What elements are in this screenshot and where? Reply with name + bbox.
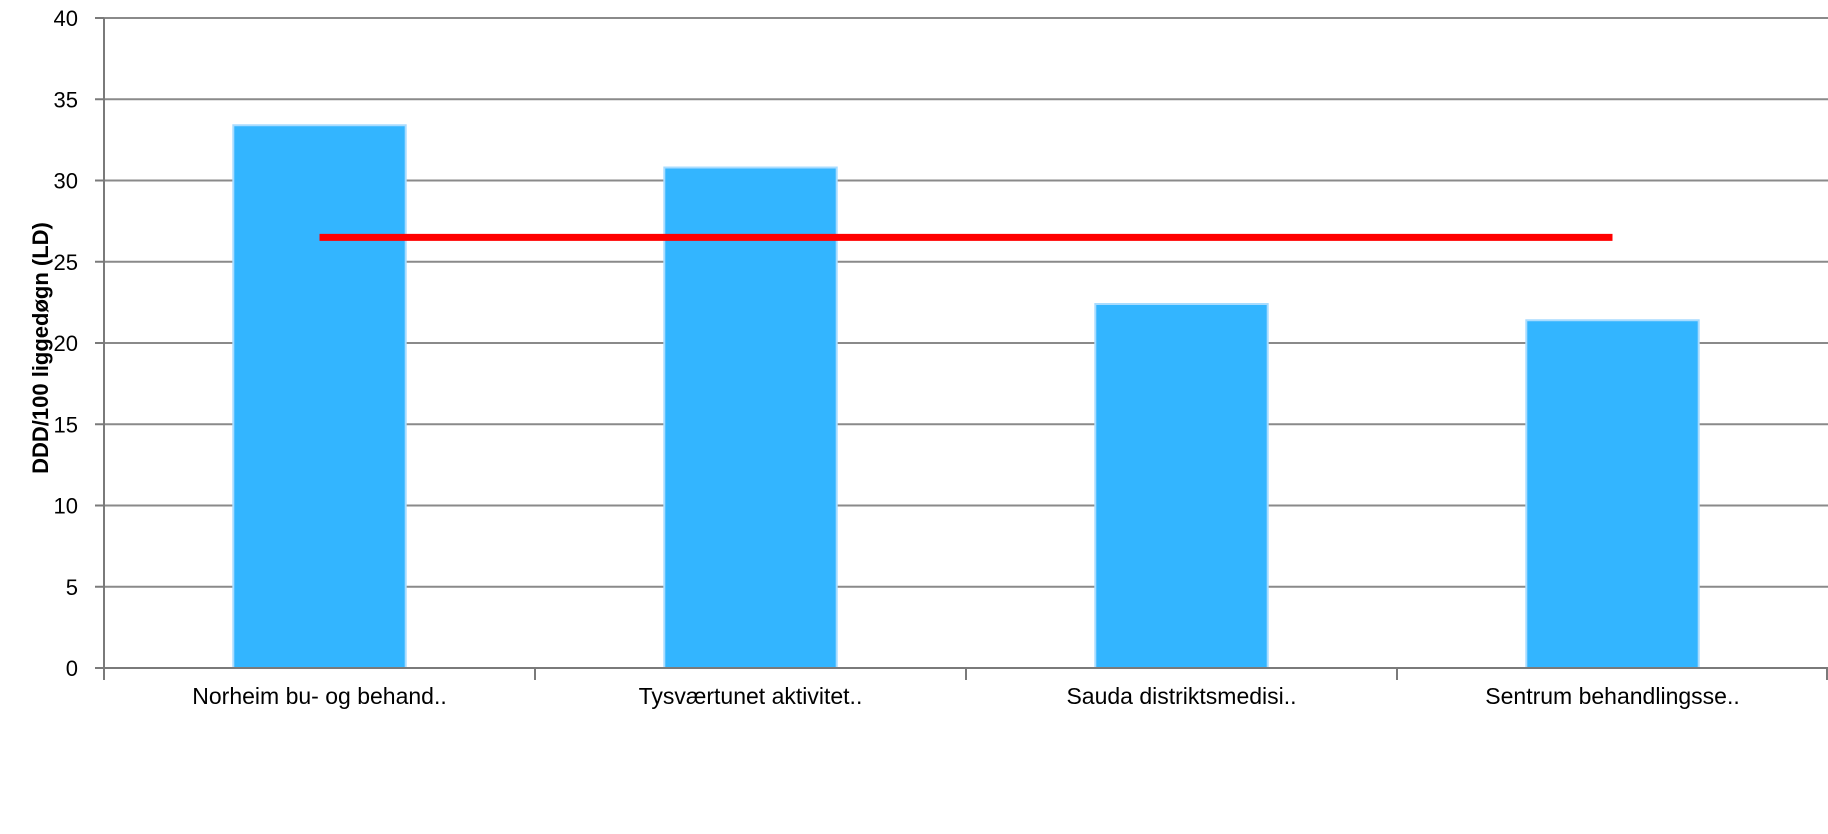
y-tick-label: 15 xyxy=(54,412,78,437)
x-tick-label: Norheim bu- og behand.. xyxy=(192,683,446,709)
y-axis-label: DDD/100 liggedøgn (LD) xyxy=(28,222,53,474)
x-tick-label: Sauda distriktsmedisi.. xyxy=(1066,683,1296,709)
bar xyxy=(232,124,407,669)
y-tick-label: 40 xyxy=(54,6,78,31)
axes xyxy=(103,18,1828,680)
y-tick-label: 20 xyxy=(54,331,78,356)
bars xyxy=(232,124,1700,669)
bar xyxy=(663,166,838,669)
x-tick-label: Tysværtunet aktivitet.. xyxy=(639,683,863,709)
bar xyxy=(1525,319,1700,669)
y-tick-label: 35 xyxy=(54,87,78,112)
y-tick-label: 30 xyxy=(54,169,78,194)
bar xyxy=(1094,303,1269,669)
x-tick-label: Sentrum behandlingsse.. xyxy=(1485,683,1739,709)
y-tick-labels: 0 5 10 15 20 25 30 35 40 xyxy=(54,6,78,681)
y-tick-label: 0 xyxy=(66,656,78,681)
y-tick-label: 25 xyxy=(54,250,78,275)
y-tick-label: 5 xyxy=(66,575,78,600)
y-tick-label: 10 xyxy=(54,494,78,519)
x-tick-labels: Norheim bu- og behand.. Tysværtunet aktiv… xyxy=(192,683,1739,709)
